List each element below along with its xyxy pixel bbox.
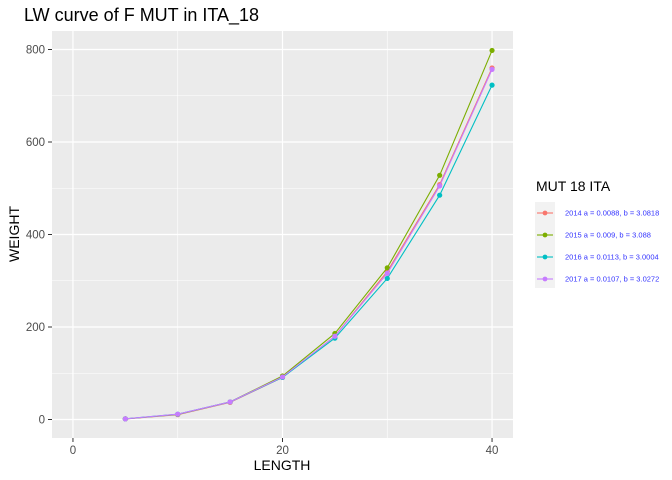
x-tick-label: 40 bbox=[486, 445, 499, 457]
series-line bbox=[125, 69, 493, 420]
legend-item: 2015 a = 0.009, b = 3.088 bbox=[537, 231, 651, 240]
legend: MUT 18 ITA 2014 a = 0.0088, b = 3.081820… bbox=[535, 178, 659, 288]
data-point bbox=[279, 374, 286, 380]
legend-label: 2017 a = 0.0107, b = 3.0272 bbox=[565, 275, 659, 284]
series-layer bbox=[122, 47, 495, 422]
legend-item: 2016 a = 0.0113, b = 3.0004 bbox=[537, 253, 659, 262]
data-point bbox=[122, 416, 128, 422]
chart-title: LW curve of F MUT in ITA_18 bbox=[24, 5, 259, 26]
grid-major bbox=[52, 31, 513, 438]
legend-label: 2014 a = 0.0088, b = 3.0818 bbox=[565, 209, 659, 218]
legend-item: 2014 a = 0.0088, b = 3.0818 bbox=[537, 209, 659, 218]
y-tick-label: 0 bbox=[39, 415, 45, 427]
data-point bbox=[227, 399, 233, 405]
legend-item: 2017 a = 0.0107, b = 3.0272 bbox=[537, 275, 659, 284]
legend-key-point bbox=[542, 210, 548, 216]
data-point bbox=[489, 66, 495, 72]
data-point bbox=[489, 47, 495, 54]
data-point bbox=[384, 270, 390, 276]
y-tick-label: 400 bbox=[26, 230, 45, 242]
data-point bbox=[437, 192, 443, 198]
legend-items: 2014 a = 0.0088, b = 3.0818 2015 a = 0.00… bbox=[537, 209, 659, 284]
y-tick-label: 200 bbox=[26, 322, 45, 334]
legend-title: MUT 18 ITA bbox=[536, 178, 611, 194]
data-point bbox=[437, 172, 443, 178]
data-point bbox=[437, 183, 443, 189]
x-tick-label: 0 bbox=[70, 445, 76, 457]
series-4 bbox=[122, 66, 495, 422]
data-point bbox=[489, 82, 495, 88]
legend-key-background bbox=[535, 202, 555, 288]
legend-label: 2016 a = 0.0113, b = 3.0004 bbox=[565, 253, 659, 262]
legend-key-point bbox=[542, 254, 548, 260]
data-point bbox=[175, 411, 181, 417]
data-point bbox=[384, 275, 390, 282]
x-tick-label: 20 bbox=[276, 445, 289, 457]
y-axis-title: WEIGHT bbox=[6, 206, 22, 262]
y-tick-label: 600 bbox=[26, 137, 45, 149]
y-tick-label: 800 bbox=[26, 45, 45, 57]
legend-key-point bbox=[542, 276, 548, 282]
x-axis-title: LENGTH bbox=[254, 457, 311, 473]
legend-key-point bbox=[542, 232, 548, 238]
data-point bbox=[332, 333, 338, 339]
legend-label: 2015 a = 0.009, b = 3.088 bbox=[565, 231, 651, 240]
data-point bbox=[384, 265, 390, 271]
